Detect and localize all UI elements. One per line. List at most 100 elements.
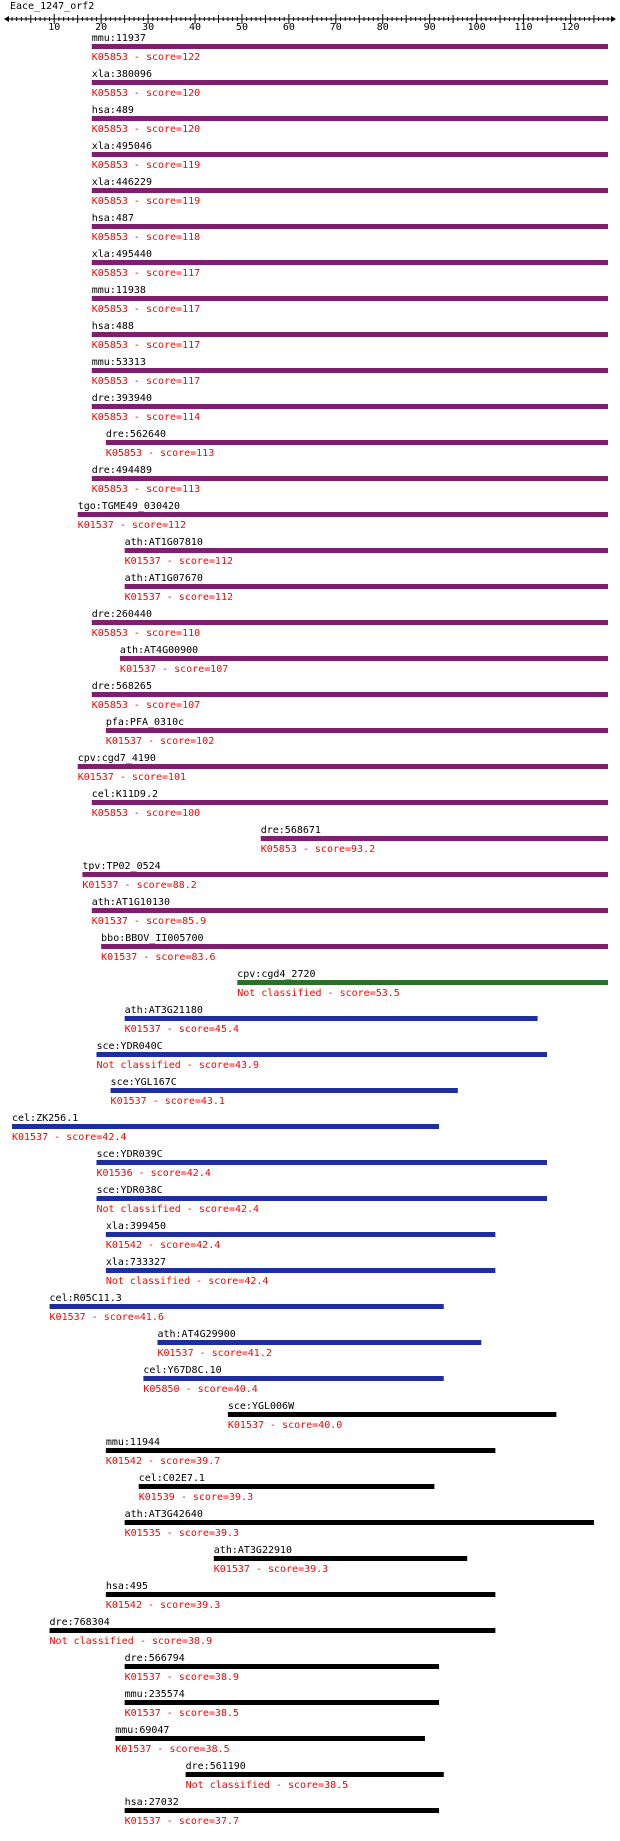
hit-score-label: K01537 - score=37.7 (125, 1816, 239, 1827)
hit-bar (115, 1736, 425, 1741)
hit-id: ath:AT1G07670 (125, 573, 203, 584)
hit-row: tgo:TGME49_030420 K01537 - score=112 (77, 501, 608, 531)
hit-id: ath:AT1G10130 (92, 897, 170, 908)
hit-bar (91, 404, 608, 409)
hit-bar (91, 116, 608, 121)
hit-id: mmu:11938 (92, 285, 146, 296)
hit-row: sce:YGL006W K01537 - score=40.0 (227, 1401, 557, 1431)
hit-id: mmu:11937 (92, 33, 146, 44)
hit-score-label: K01537 - score=40.0 (228, 1420, 342, 1431)
position-axis: 10 20 30 40 50 60 70 80 90 100 110 120 (4, 14, 616, 33)
hit-score-label: K01536 - score=42.4 (96, 1168, 210, 1179)
hit-score-label: K05853 - score=118 (92, 232, 200, 243)
hit-row: ath:AT3G42640 K01535 - score=39.3 (124, 1509, 594, 1539)
hit-id: hsa:27032 (125, 1797, 179, 1808)
axis-tick-label: 70 (330, 22, 342, 33)
hit-score-label: K01537 - score=112 (125, 556, 233, 567)
hit-row: ath:AT1G10130 K01537 - score=85.9 (91, 897, 608, 927)
hit-score-label: Not classified - score=38.5 (186, 1780, 349, 1791)
hit-bar (91, 800, 608, 805)
hit-row: dre:561190 Not classified - score=38.5 (185, 1761, 444, 1791)
hit-bar (105, 440, 608, 445)
hit-score-label: K05853 - score=117 (92, 304, 200, 315)
hit-row: cel:Y67D8C.10 K05850 - score=40.4 (143, 1365, 444, 1395)
hit-row: hsa:488 K05853 - score=117 (91, 321, 608, 351)
hit-id: cel:K11D9.2 (92, 789, 158, 800)
hit-id: dre:566794 (125, 1653, 185, 1664)
hit-bar (49, 1628, 496, 1633)
axis-tick-label: 80 (377, 22, 389, 33)
hit-score-label: K05853 - score=93.2 (261, 844, 375, 855)
hit-id: dre:561190 (186, 1761, 246, 1772)
axis-tick-label: 30 (142, 22, 154, 33)
hit-row: xla:733327 Not classified - score=42.4 (105, 1257, 496, 1287)
hit-id: mmu:53313 (92, 357, 146, 368)
hit-score-label: K01537 - score=45.4 (125, 1024, 239, 1035)
hit-score-label: K05853 - score=113 (92, 484, 200, 495)
hit-score-label: K05853 - score=117 (92, 340, 200, 351)
hit-bar (260, 836, 608, 841)
axis-tick-label: 40 (189, 22, 201, 33)
hit-id: xla:380096 (92, 69, 152, 80)
hit-id: mmu:11944 (106, 1437, 160, 1448)
hit-row: ath:AT3G21180 K01537 - score=45.4 (124, 1005, 538, 1035)
hit-bar (91, 80, 608, 85)
hit-row: dre:566794 K01537 - score=38.9 (124, 1653, 440, 1683)
hit-bar (124, 1700, 440, 1705)
axis-tick-label: 20 (95, 22, 107, 33)
hit-bar (77, 512, 608, 517)
hit-bar (124, 548, 609, 553)
hit-row: sce:YDR039C K01536 - score=42.4 (96, 1149, 547, 1179)
hit-bar (237, 980, 609, 985)
hit-bar (91, 692, 608, 697)
hit-id: dre:568671 (261, 825, 321, 836)
hit-id: cel:R05C11.3 (50, 1293, 122, 1304)
hit-score-label: K05853 - score=100 (92, 808, 200, 819)
hit-score-label: K01537 - score=85.9 (92, 916, 206, 927)
hit-id: dre:568265 (92, 681, 152, 692)
hit-bar (119, 656, 608, 661)
hit-bar (124, 1520, 594, 1525)
hit-score-label: Not classified - score=38.9 (50, 1636, 213, 1647)
hit-bar (124, 1016, 538, 1021)
hit-score-label: K01537 - score=88.2 (82, 880, 196, 891)
hit-score-label: K01537 - score=83.6 (101, 952, 215, 963)
hit-row: hsa:487 K05853 - score=118 (91, 213, 608, 243)
hit-id: hsa:488 (92, 321, 134, 332)
hit-id: ath:AT4G29900 (157, 1329, 235, 1340)
hit-row: dre:768304 Not classified - score=38.9 (49, 1617, 496, 1647)
hit-id: pfa:PFA_0310c (106, 717, 184, 728)
hit-row: hsa:27032 K01537 - score=37.7 (124, 1797, 440, 1827)
hit-score-label: K01537 - score=43.1 (111, 1096, 225, 1107)
hit-id: xla:733327 (106, 1257, 166, 1268)
hit-score-label: K01539 - score=39.3 (139, 1492, 253, 1503)
hit-bar (138, 1484, 435, 1489)
hit-bar (91, 188, 608, 193)
hit-row: dre:494489 K05853 - score=113 (91, 465, 608, 495)
hit-row: cel:K11D9.2 K05853 - score=100 (91, 789, 608, 819)
hit-id: cpv:cgd4_2720 (237, 969, 315, 980)
hit-score-label: K01537 - score=107 (120, 664, 228, 675)
hit-id: sce:YGL006W (228, 1401, 295, 1412)
hit-id: bbo:BBOV_II005700 (101, 933, 203, 944)
hit-row: xla:495440 K05853 - score=117 (91, 249, 608, 279)
hit-score-label: K01537 - score=112 (78, 520, 186, 531)
hit-score-label: Not classified - score=53.5 (237, 988, 400, 999)
hit-row: cel:R05C11.3 K01537 - score=41.6 (49, 1293, 444, 1323)
hit-row: cel:C02E7.1 K01539 - score=39.3 (138, 1473, 435, 1503)
hit-score-label: K05853 - score=107 (92, 700, 200, 711)
axis-tick-label: 120 (561, 22, 579, 33)
hit-bar (124, 1808, 440, 1813)
hit-id: dre:768304 (50, 1617, 110, 1628)
hit-score-label: K01542 - score=39.7 (106, 1456, 220, 1467)
hit-bar (105, 1448, 496, 1453)
hit-bar (49, 1304, 444, 1309)
hit-row: cpv:cgd7_4190 K01537 - score=101 (77, 753, 608, 783)
hit-bar (157, 1340, 482, 1345)
hit-bar (105, 728, 608, 733)
hit-bar (96, 1160, 547, 1165)
hit-row: ath:AT3G22910 K01537 - score=39.3 (213, 1545, 468, 1575)
hit-row: mmu:11944 K01542 - score=39.7 (105, 1437, 496, 1467)
hit-id: xla:446229 (92, 177, 152, 188)
